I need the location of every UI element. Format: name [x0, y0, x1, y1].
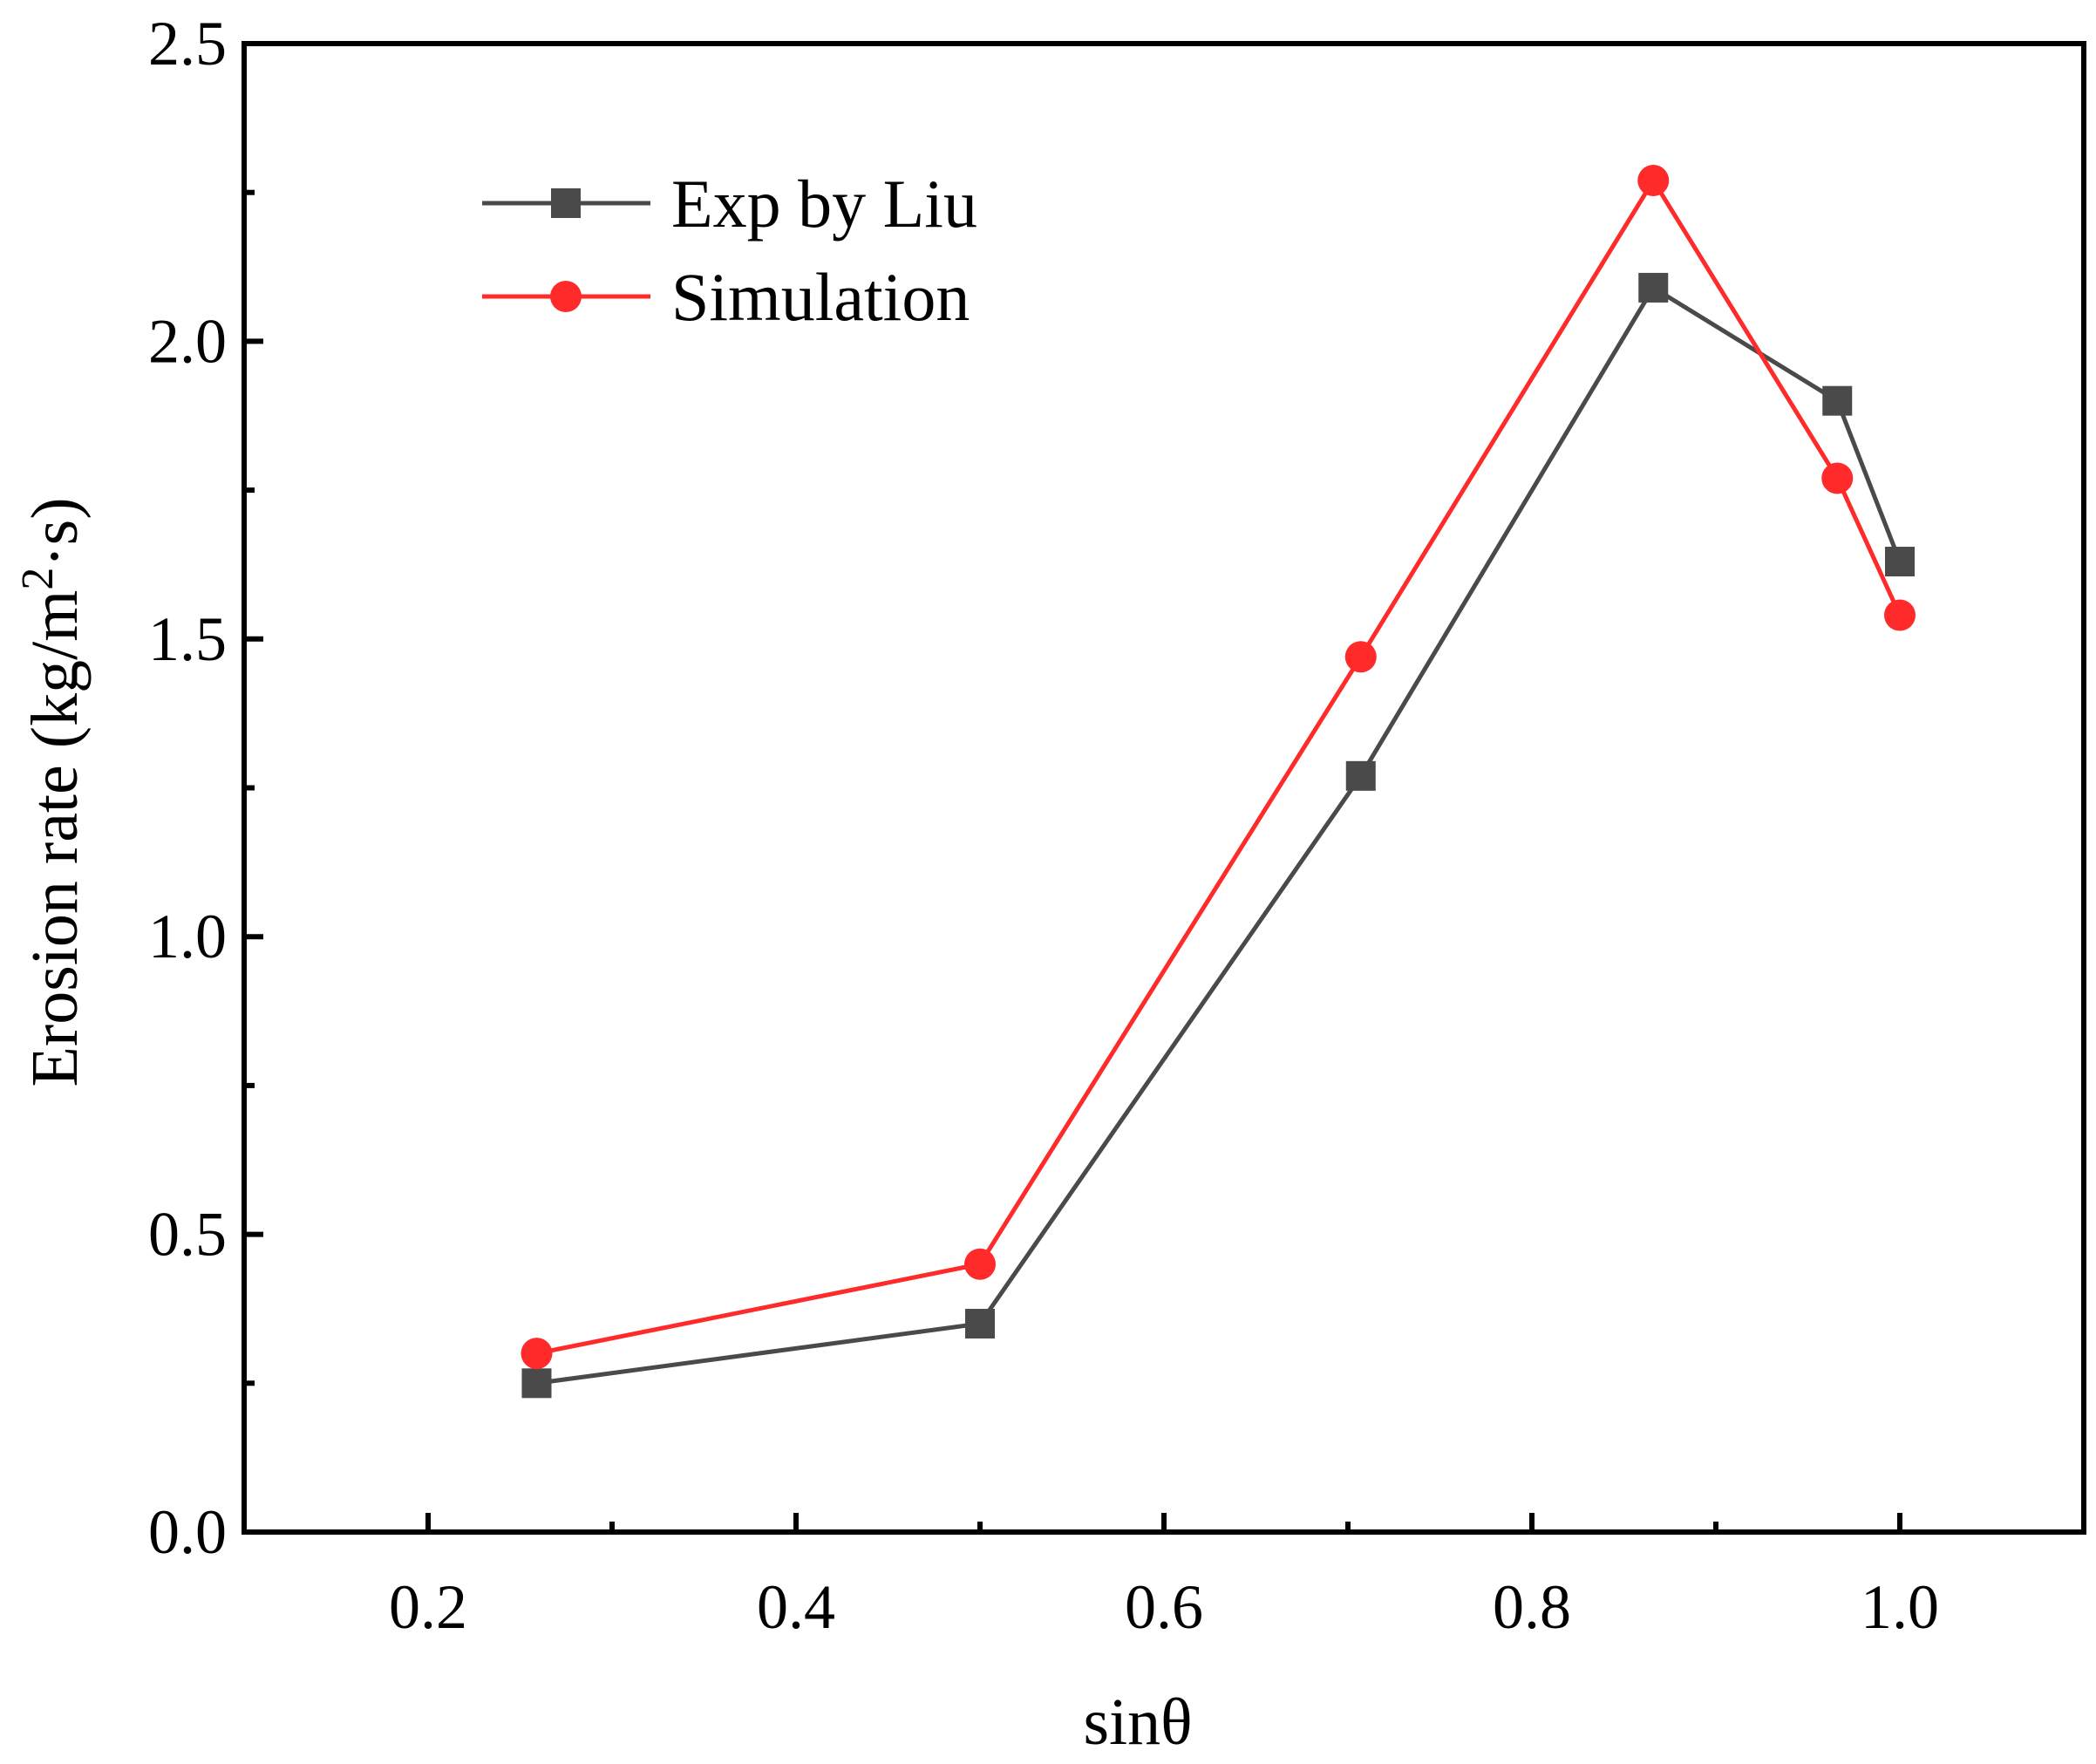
y-axis-title-main: Erosion rate (kg/m — [18, 590, 92, 1087]
x-tick-label: 0.2 — [389, 1572, 467, 1642]
legend-marker-circle — [550, 281, 582, 312]
y-tick-label: 1.0 — [148, 902, 227, 971]
y-tick-label: 0.5 — [148, 1200, 227, 1270]
series-line-simulation — [535, 178, 1902, 1356]
x-tick-label: 0.8 — [1493, 1572, 1571, 1642]
y-axis-title-superscript: 2 — [13, 568, 63, 590]
plot-frame — [242, 41, 2086, 1535]
simulation-data-point — [964, 1248, 996, 1280]
series-line-exp-by-liu — [536, 285, 1902, 1386]
exp-data-point — [1638, 272, 1669, 303]
y-tick-label: 2.0 — [148, 306, 227, 376]
exp-data-point — [1822, 385, 1853, 416]
legend-label: Exp by Liu — [671, 166, 977, 242]
y-tick-label: 1.5 — [148, 604, 227, 674]
y-axis-title-suffix: ·s) — [18, 497, 92, 567]
exp-data-point — [521, 1368, 552, 1399]
x-axis-title: sinθ — [1083, 1686, 1192, 1759]
x-tick-label: 1.0 — [1861, 1572, 1939, 1642]
exp-data-point — [1885, 547, 1915, 577]
y-axis-title: Erosion rate (kg/m2·s) — [13, 497, 92, 1086]
simulation-data-point — [1821, 462, 1854, 494]
simulation-data-point — [1344, 641, 1377, 673]
x-tick-label: 0.6 — [1125, 1572, 1203, 1642]
simulation-data-point — [521, 1338, 553, 1370]
legend-label: Simulation — [671, 259, 970, 335]
y-tick-label: 0.0 — [148, 1497, 227, 1567]
exp-data-point — [1345, 760, 1376, 791]
y-tick-label: 2.5 — [148, 9, 227, 78]
x-tick-label: 0.4 — [757, 1572, 835, 1642]
simulation-data-point — [1884, 599, 1916, 631]
simulation-data-point — [1637, 165, 1670, 197]
legend-marker-square — [551, 188, 581, 218]
exp-data-point — [965, 1309, 995, 1339]
